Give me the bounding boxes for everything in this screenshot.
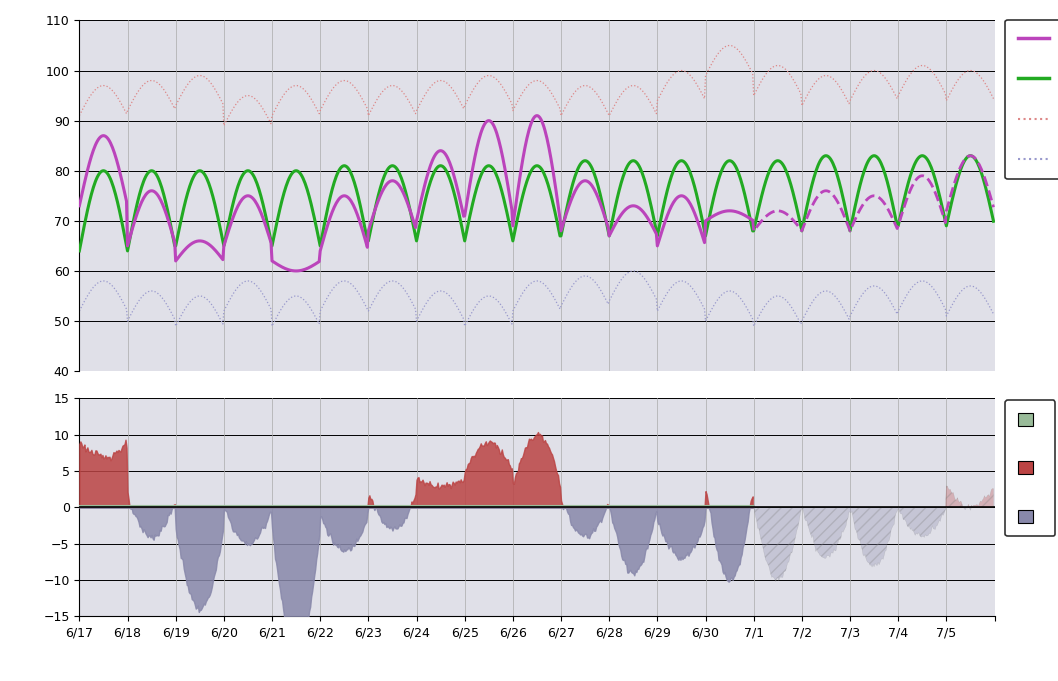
Bar: [417, 20, 464, 371]
Bar: [224, 20, 272, 371]
Bar: [946, 20, 995, 371]
Bar: [898, 20, 946, 371]
Bar: [561, 20, 609, 371]
Bar: [850, 398, 898, 616]
Bar: [79, 20, 128, 371]
Bar: [657, 20, 706, 371]
Legend: , , , : , , ,: [1005, 20, 1058, 179]
Bar: [706, 398, 753, 616]
Bar: [79, 398, 128, 616]
Bar: [946, 398, 995, 616]
Bar: [368, 20, 417, 371]
Bar: [513, 20, 561, 371]
Bar: [272, 398, 321, 616]
Bar: [272, 20, 321, 371]
Bar: [321, 20, 368, 371]
Bar: [176, 20, 224, 371]
Bar: [128, 398, 176, 616]
Bar: [706, 20, 753, 371]
Bar: [802, 20, 850, 371]
Bar: [850, 20, 898, 371]
Bar: [224, 398, 272, 616]
Bar: [657, 398, 706, 616]
Bar: [464, 398, 513, 616]
Bar: [176, 398, 224, 616]
Bar: [464, 20, 513, 371]
Legend: , , : , ,: [1005, 400, 1055, 536]
Bar: [753, 398, 802, 616]
Bar: [128, 20, 176, 371]
Bar: [802, 398, 850, 616]
Bar: [561, 398, 609, 616]
Bar: [898, 398, 946, 616]
Bar: [609, 20, 657, 371]
Bar: [753, 20, 802, 371]
Bar: [417, 398, 464, 616]
Bar: [368, 398, 417, 616]
Bar: [321, 398, 368, 616]
Bar: [513, 398, 561, 616]
Bar: [609, 398, 657, 616]
